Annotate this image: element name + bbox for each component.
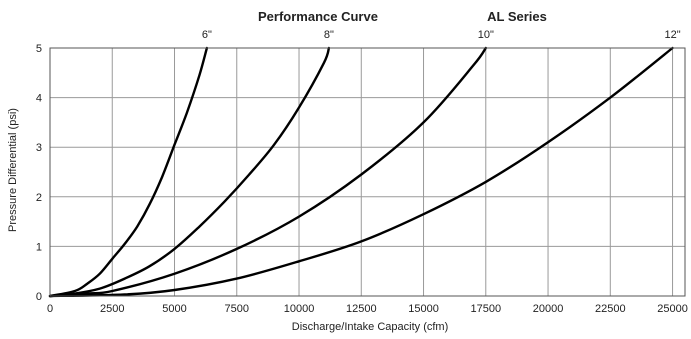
x-tick-label: 10000 [284,303,315,315]
y-tick-label: 1 [36,241,42,253]
x-tick-label: 25000 [657,303,688,315]
x-tick-label: 12500 [346,303,377,315]
y-tick-label: 2 [36,192,42,204]
y-tick-label: 3 [36,142,42,154]
series-label: 6" [202,29,212,41]
x-tick-label: 22500 [595,303,626,315]
x-tick-label: 15000 [408,303,439,315]
series-line [48,46,487,298]
x-tick-label: 0 [47,303,53,315]
y-tick-label: 0 [36,291,42,303]
grid-lines [49,47,685,297]
series-line [48,46,331,298]
y-tick-label: 5 [36,43,42,55]
y-axis-label: Pressure Differential (psi) [7,108,19,232]
y-tick-label: 4 [36,93,42,105]
chart-subtitle: AL Series [487,9,547,24]
series-line [48,46,209,298]
x-tick-label: 2500 [100,303,124,315]
plot-frame [49,47,686,297]
series-labels: 6" 8" 10" 12" [202,29,681,41]
chart-title: Performance Curve [258,9,378,24]
x-tick-label: 7500 [225,303,249,315]
x-axis-ticks: 0 2500 5000 7500 10000 12500 15000 17500 20000 22… [47,303,688,315]
y-axis-ticks: 0 1 2 3 4 5 [36,43,42,303]
x-tick-label: 20000 [533,303,564,315]
series-curves [48,46,674,298]
series-label: 12" [664,29,680,41]
x-axis-label: Discharge/Intake Capacity (cfm) [292,321,449,333]
series-line [48,46,674,298]
x-tick-label: 5000 [162,303,186,315]
series-label: 8" [324,29,334,41]
x-tick-label: 17500 [470,303,501,315]
series-label: 10" [478,29,494,41]
